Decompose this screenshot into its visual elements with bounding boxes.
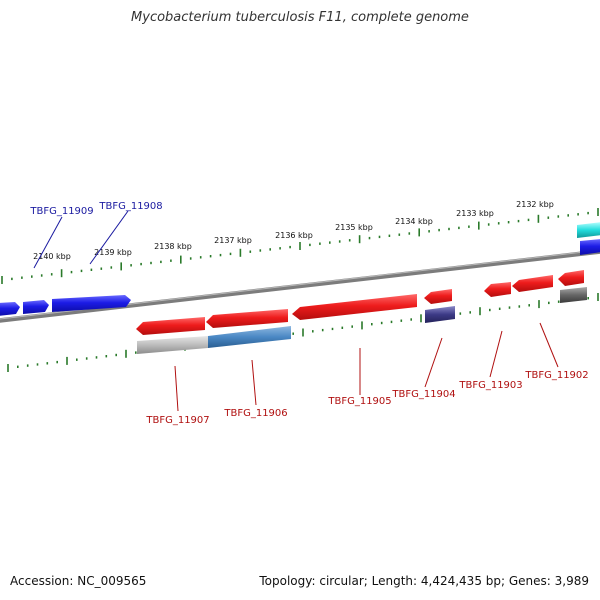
reverse-gene-arrow[interactable] (558, 270, 584, 286)
gene-label-reverse[interactable]: TBFG_11902 (524, 370, 588, 381)
upper-tick-row (1, 208, 599, 284)
gene-label-forward[interactable]: TBFG_11908 (98, 201, 162, 212)
gene-label-reverse[interactable]: TBFG_11907 (145, 415, 209, 426)
grey-feature[interactable] (137, 336, 208, 354)
leader-line-reverse (424, 337, 443, 388)
reverse-gene-arrow[interactable] (136, 317, 205, 335)
gene-label-reverse[interactable]: TBFG_11905 (327, 396, 391, 407)
gene-label-reverse[interactable]: TBFG_11904 (391, 389, 455, 400)
scale-label: 2137 kbp (214, 236, 252, 245)
reverse-gene-arrow[interactable] (424, 289, 452, 304)
reverse-gene-features (136, 270, 584, 335)
forward-gene-arrow[interactable] (0, 302, 20, 316)
forward-gene-arrow[interactable] (23, 300, 49, 314)
scale-label: 2140 kbp (33, 252, 71, 261)
scale-label: 2139 kbp (94, 248, 132, 257)
reverse-gene-arrow[interactable] (512, 275, 553, 292)
label-leader-lines (33, 210, 559, 412)
leader-line-forward (89, 210, 129, 265)
scale-labels: 2140 kbp 2139 kbp 2138 kbp 2137 kbp 2136… (33, 200, 554, 261)
gene-labels: TBFG_11909 TBFG_11908 TBFG_11907 TBFG_11… (29, 201, 588, 426)
gene-label-reverse[interactable]: TBFG_11906 (223, 408, 287, 419)
forward-gene-features (0, 222, 600, 316)
dark-grey-feature[interactable] (560, 287, 587, 303)
leader-line-forward (33, 216, 63, 269)
reverse-gene-arrow[interactable] (292, 294, 417, 320)
genome-backbone (0, 249, 600, 323)
scale-label: 2133 kbp (456, 209, 494, 218)
gene-label-forward[interactable]: TBFG_11909 (29, 206, 93, 217)
scale-label: 2132 kbp (516, 200, 554, 209)
navy-feature[interactable] (425, 306, 455, 323)
forward-gene-arrow[interactable] (580, 239, 600, 255)
scale-label: 2138 kbp (154, 242, 192, 251)
reverse-gene-arrow[interactable] (484, 282, 511, 297)
scale-label: 2135 kbp (335, 223, 373, 232)
leader-line-reverse (489, 330, 503, 378)
cyan-feature[interactable] (577, 222, 600, 238)
gene-label-reverse[interactable]: TBFG_11903 (458, 380, 522, 391)
leader-line-reverse (251, 359, 257, 406)
steel-blue-feature[interactable] (208, 326, 291, 348)
lower-annotation-features (137, 287, 587, 354)
scale-label: 2134 kbp (395, 217, 433, 226)
accession-text: Accession: NC_009565 (10, 574, 147, 588)
reverse-gene-arrow[interactable] (206, 309, 288, 328)
map-title: Mycobacterium tuberculosis F11, complete… (131, 10, 469, 25)
scale-label: 2136 kbp (275, 231, 313, 240)
forward-gene-arrow[interactable] (52, 295, 131, 312)
leader-line-reverse (174, 365, 179, 412)
genome-summary-text: Topology: circular; Length: 4,424,435 bp… (259, 574, 589, 588)
leader-line-reverse (539, 322, 559, 368)
